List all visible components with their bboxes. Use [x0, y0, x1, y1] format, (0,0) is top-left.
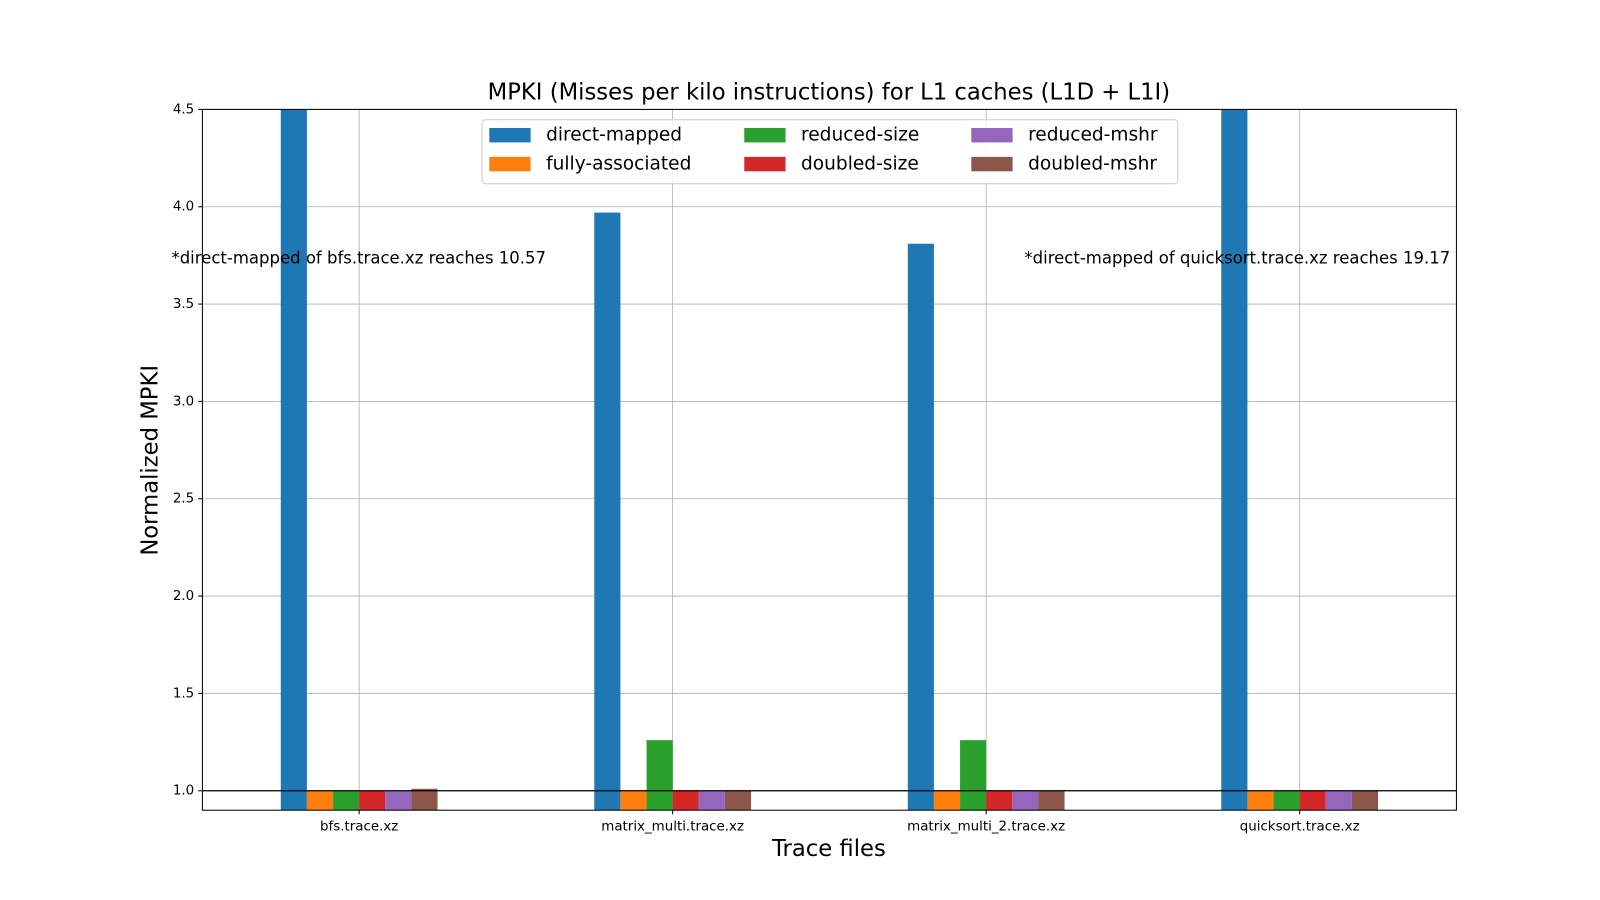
bar [1273, 790, 1300, 811]
bar [1325, 790, 1352, 811]
bar [620, 790, 647, 811]
legend-swatch [744, 127, 786, 143]
legend-label: reduced-mshr [1028, 125, 1158, 146]
bar [672, 790, 699, 811]
bar [933, 790, 961, 811]
bar [1299, 790, 1326, 811]
bar [986, 790, 1013, 811]
bar [280, 109, 307, 811]
bar [306, 790, 334, 811]
bar [594, 212, 621, 811]
bar [359, 790, 386, 811]
annotation: *direct-mapped of quicksort.trace.xz rea… [1024, 249, 1450, 268]
y-tick-label: 4.5 [173, 102, 194, 117]
annotation: *direct-mapped of bfs.trace.xz reaches 1… [171, 249, 546, 268]
x-tick-label: quicksort.trace.xz [1240, 820, 1360, 835]
x-tick-label: matrix_multi_2.trace.xz [907, 820, 1065, 835]
bar [907, 243, 934, 811]
y-tick-label: 2.5 [173, 492, 194, 507]
chart-title: MPKI (Misses per kilo instructions) for … [488, 79, 1170, 105]
bar [960, 740, 987, 811]
bar [698, 790, 725, 811]
legend-label: doubled-mshr [1028, 154, 1157, 175]
legend-swatch [489, 156, 531, 172]
y-tick-label: 1.5 [173, 686, 194, 701]
legend-label: reduced-size [801, 125, 919, 146]
legend-swatch [744, 156, 786, 172]
legend: direct-mapped fully-associated reduced-siz… [481, 119, 1179, 185]
bar [385, 790, 412, 811]
legend-label: direct-mapped [546, 125, 682, 146]
y-tick-label: 2.0 [173, 589, 194, 604]
bar [1351, 790, 1379, 811]
bars [280, 109, 1379, 811]
y-tick-label: 3.5 [173, 297, 194, 312]
y-tick-label: 4.0 [173, 200, 194, 215]
bar [1038, 790, 1065, 811]
legend-swatch [489, 127, 531, 143]
plot-frame [201, 108, 1457, 811]
x-tick-label: bfs.trace.xz [320, 820, 398, 835]
bar [333, 790, 360, 811]
x-axis-label: Trace files [771, 836, 886, 862]
bar [1247, 790, 1274, 811]
y-tick-label: 1.0 [173, 784, 194, 799]
bar [411, 788, 438, 811]
bar [1012, 790, 1039, 811]
legend-swatch [971, 156, 1013, 172]
legend-label: fully-associated [546, 154, 691, 175]
legend-swatch [971, 127, 1013, 143]
x-tick-label: matrix_multi.trace.xz [601, 820, 744, 835]
bar [724, 790, 752, 811]
legend-label: doubled-size [801, 154, 919, 175]
y-axis-label: Normalized MPKI [137, 365, 163, 556]
bar [646, 740, 673, 811]
y-tick-label: 3.0 [173, 394, 194, 409]
bar [1221, 109, 1248, 811]
